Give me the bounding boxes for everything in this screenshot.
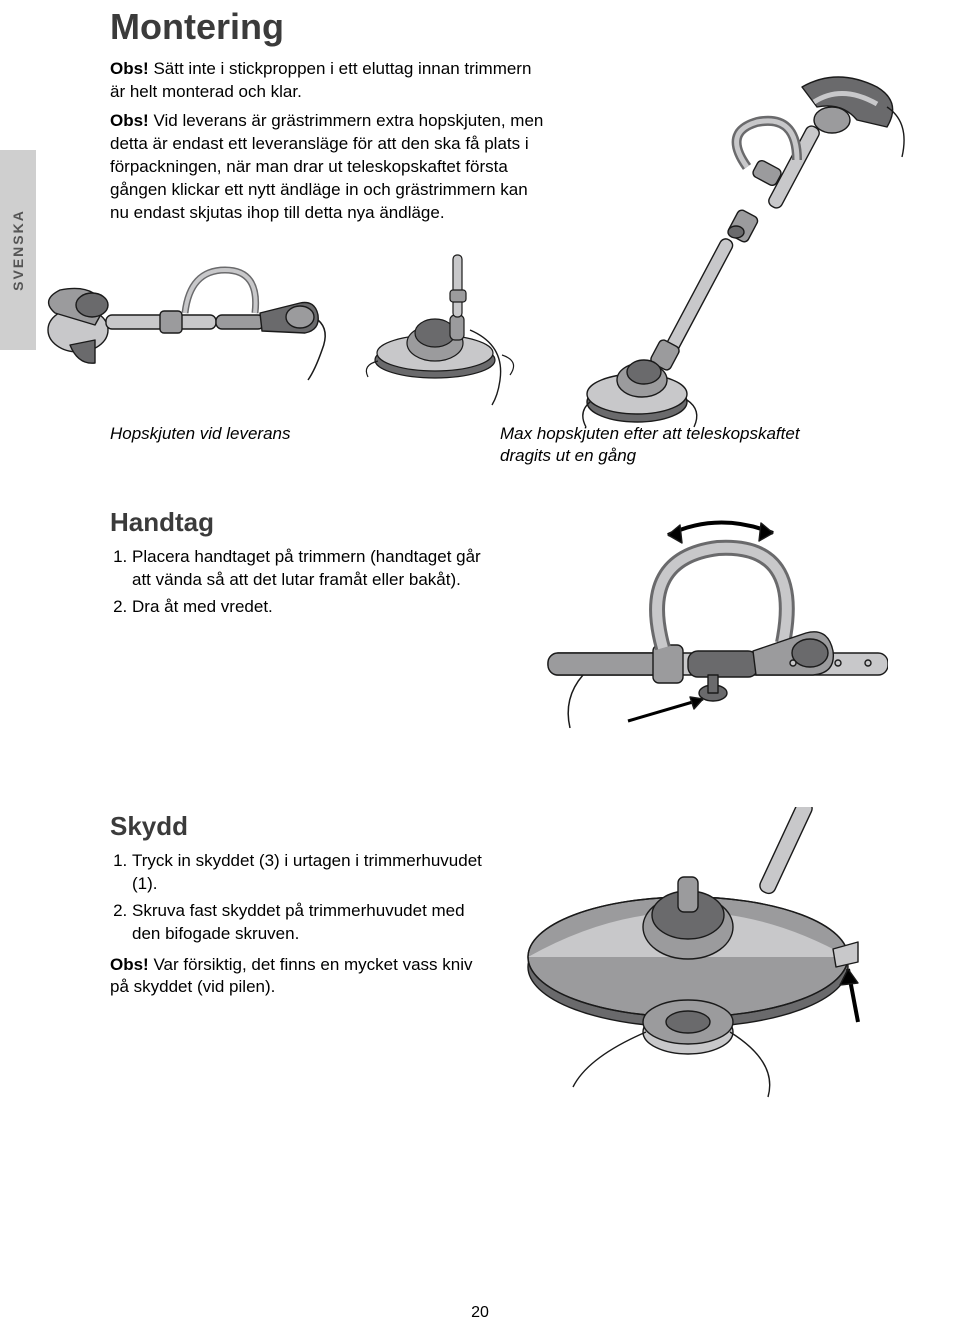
para1-text: Sätt inte i stickproppen i ett eluttag i… — [110, 59, 531, 101]
trimmer-extended-illustration — [582, 72, 912, 452]
trimmer-icon-2 — [350, 235, 565, 415]
skydd-text: Skydd Tryck in skyddet (3) i urtagen i t… — [110, 807, 490, 1107]
handtag-step-2: Dra åt med vredet. — [132, 596, 490, 619]
handtag-step-1: Placera handtaget på trimmern (handtaget… — [132, 546, 490, 592]
handle-icon — [528, 503, 888, 743]
skydd-section: Skydd Tryck in skyddet (3) i urtagen i t… — [110, 807, 905, 1107]
warning-para-1: Obs! Sätt inte i stickproppen i ett elut… — [110, 58, 550, 104]
skydd-warn-text: Var försiktig, det finns en mycket vass … — [110, 955, 472, 997]
page-number: 20 — [0, 1304, 960, 1322]
skydd-step-1: Tryck in skyddet (3) i urtagen i trimmer… — [132, 850, 490, 896]
trimmer-collapsed-icon — [0, 235, 340, 415]
trimmer-second-illustration — [350, 235, 565, 415]
skydd-warn: Obs! Var försiktig, det finns en mycket … — [110, 954, 490, 1000]
warning-para-2: Obs! Vid leverans är grästrimmern extra … — [110, 110, 550, 225]
page-title: Montering — [110, 6, 905, 48]
warn-prefix: Obs! — [110, 111, 149, 130]
caption-left: Hopskjuten vid leverans — [110, 423, 490, 467]
warn-prefix: Obs! — [110, 955, 149, 974]
trimmer-extended-icon — [582, 72, 912, 452]
skydd-heading: Skydd — [110, 811, 490, 842]
skydd-step-2: Skruva fast skyddet på trimmerhuvudet me… — [132, 900, 490, 946]
warn-prefix: Obs! — [110, 59, 149, 78]
handtag-heading: Handtag — [110, 507, 490, 538]
guard-icon — [518, 807, 898, 1107]
guard-illustration — [510, 807, 905, 1107]
handle-illustration — [510, 503, 905, 743]
trimmer-collapsed-illustration — [0, 235, 340, 415]
skydd-steps: Tryck in skyddet (3) i urtagen i trimmer… — [110, 850, 490, 946]
handtag-steps: Placera handtaget på trimmern (handtaget… — [110, 546, 490, 619]
handtag-section: Handtag Placera handtaget på trimmern (h… — [110, 503, 905, 743]
handtag-text: Handtag Placera handtaget på trimmern (h… — [110, 503, 490, 743]
para2-text: Vid leverans är grästrimmern extra hopsk… — [110, 111, 543, 222]
